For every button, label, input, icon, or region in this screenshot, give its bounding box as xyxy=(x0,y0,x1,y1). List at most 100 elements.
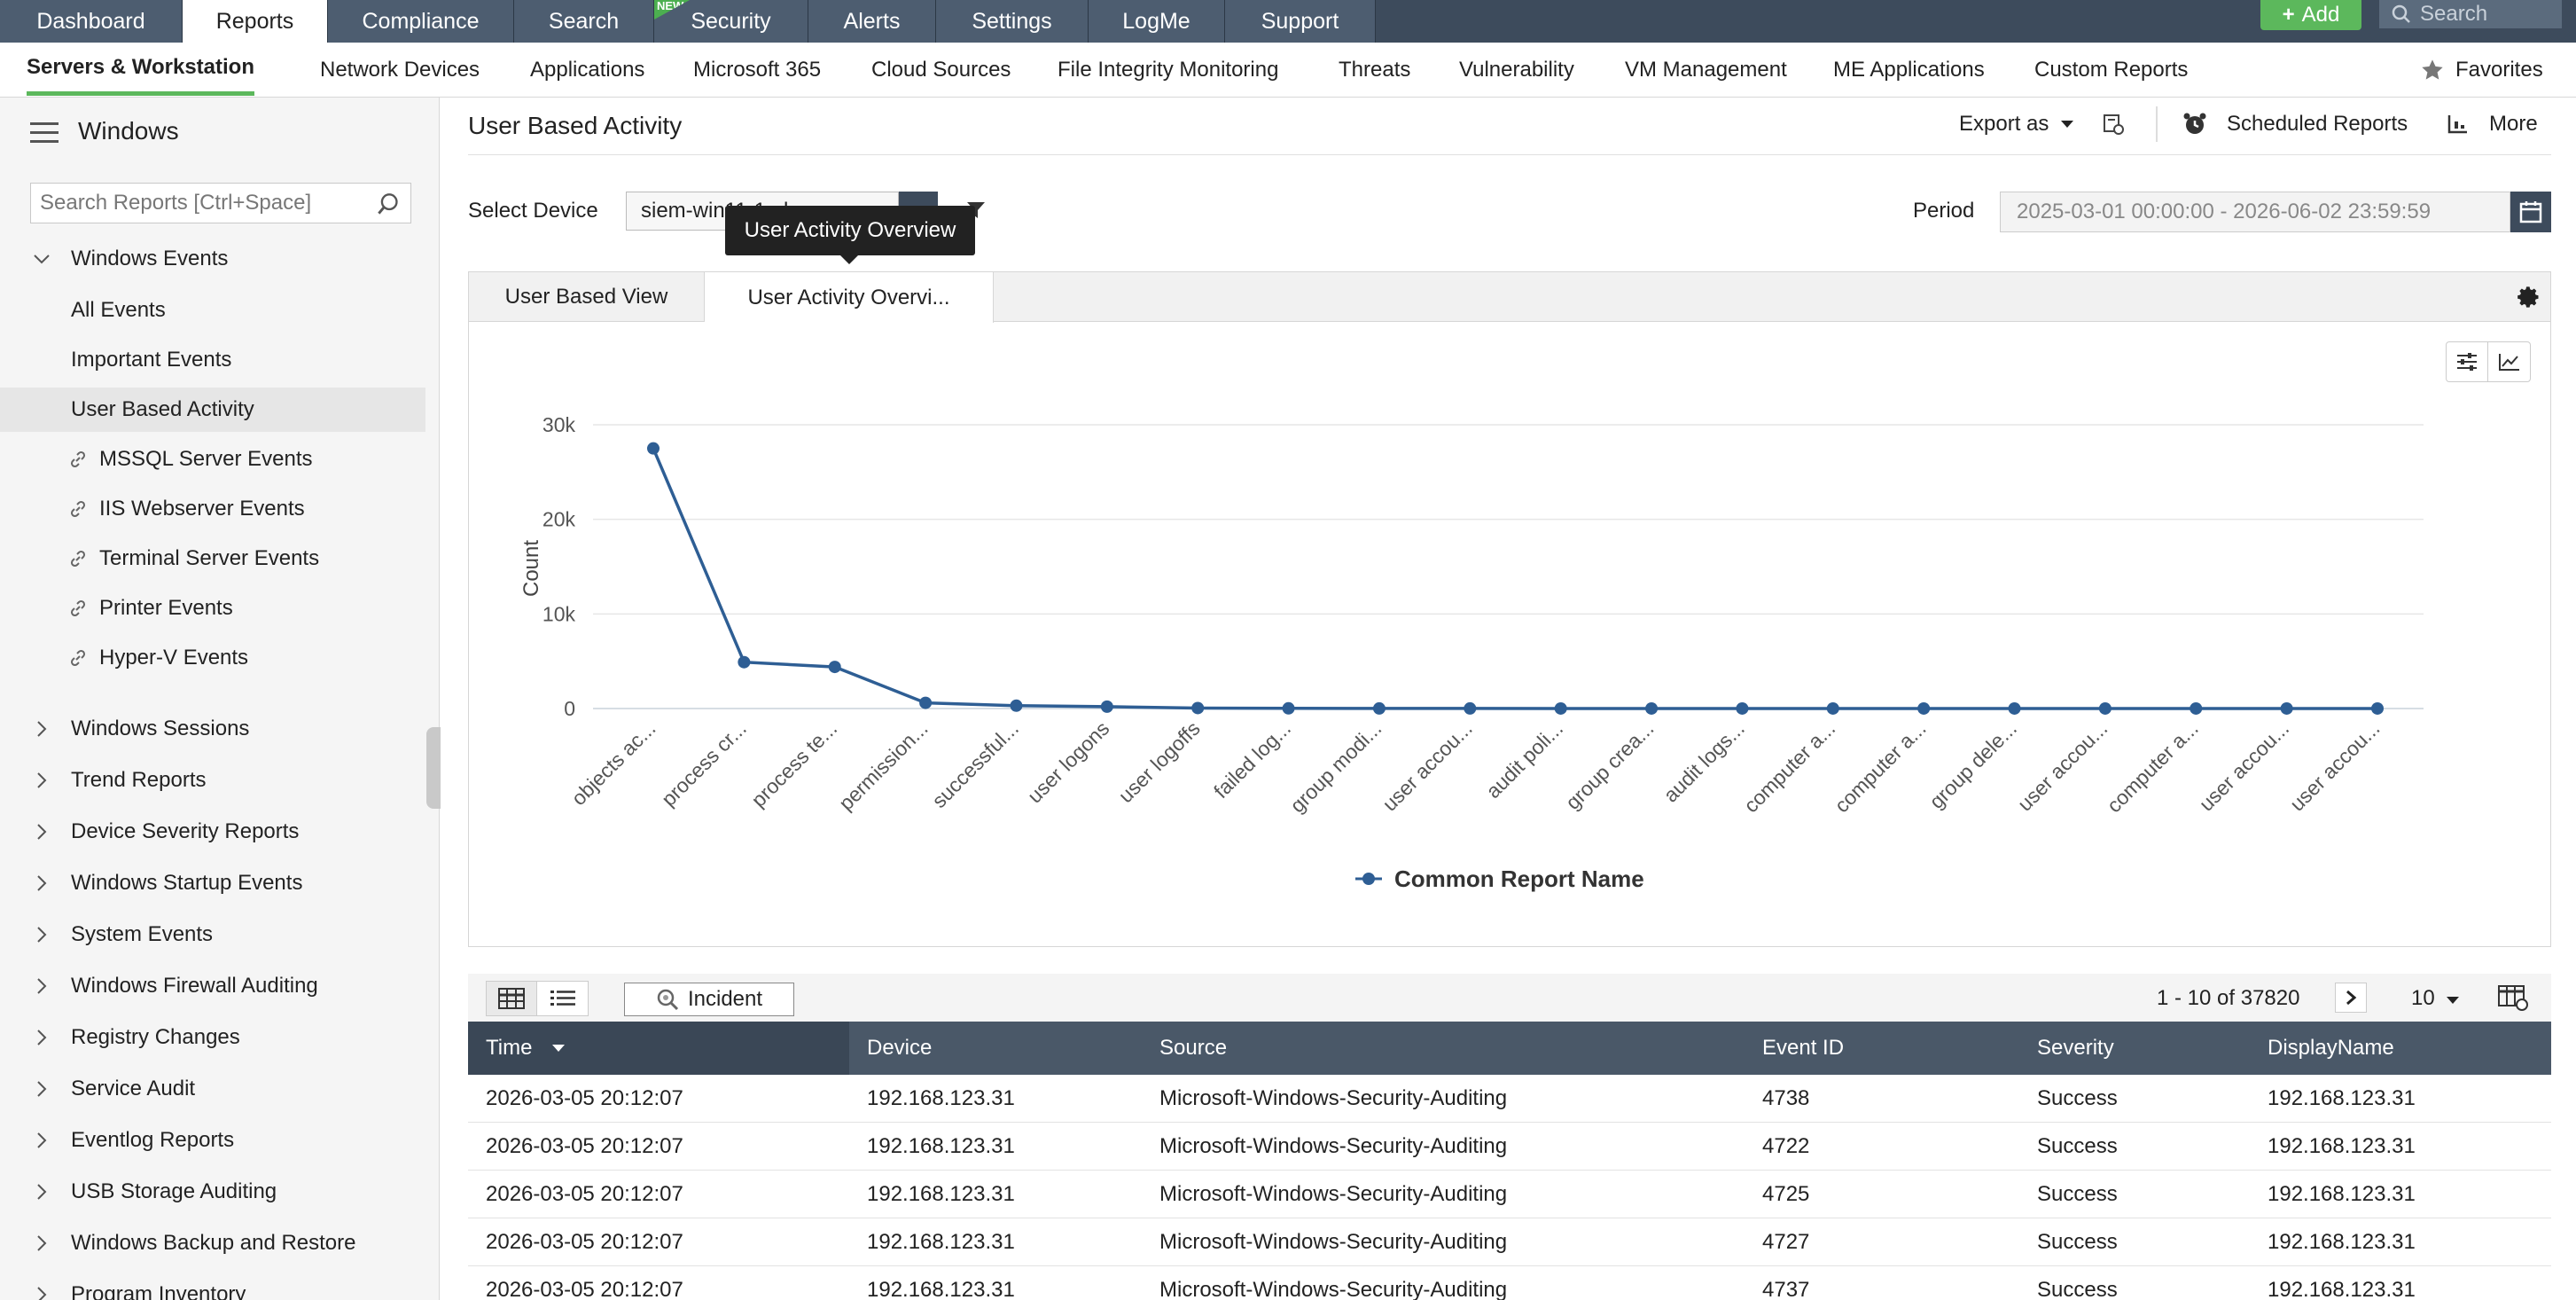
tree-group-windows-backup-and-restore[interactable]: Windows Backup and Restore xyxy=(0,1221,425,1265)
incident-button[interactable]: Incident xyxy=(624,983,794,1016)
report-search-input[interactable]: Search Reports [Ctrl+Space] xyxy=(30,183,411,223)
tree-item-important-events[interactable]: Important Events xyxy=(0,338,425,382)
tree-group-windows-firewall-auditing[interactable]: Windows Firewall Auditing xyxy=(0,964,425,1008)
x-tick-label: user logoffs xyxy=(1114,717,1205,807)
chart-tool-buttons xyxy=(2446,341,2531,382)
x-tick-label: group modi... xyxy=(1285,717,1386,817)
table-row[interactable]: 2026-03-05 20:12:07 192.168.123.31 Microso… xyxy=(468,1171,2551,1218)
subnav-me-applications[interactable]: ME Applications xyxy=(1833,58,1985,82)
scheduled-reports-button[interactable]: Scheduled Reports xyxy=(2182,105,2408,144)
tree-group-service-audit[interactable]: Service Audit xyxy=(0,1067,425,1111)
tree-group-windows-events[interactable]: Windows Events xyxy=(0,237,425,281)
column-header-source[interactable]: Source xyxy=(1159,1036,1228,1060)
legend-label: Common Report Name xyxy=(1394,865,1644,892)
export-button[interactable]: Export as xyxy=(1959,105,2075,144)
tab-compliance[interactable]: Compliance xyxy=(328,0,514,43)
search-icon xyxy=(2392,4,2410,23)
table-row[interactable]: 2026-03-05 20:12:07 192.168.123.31 Microso… xyxy=(468,1218,2551,1266)
table-header: Time Device Source Event ID Severity Dis… xyxy=(468,1022,2551,1075)
tree-group-windows-sessions[interactable]: Windows Sessions xyxy=(0,707,425,751)
data-point xyxy=(919,696,933,709)
page-size-select[interactable]: 10 xyxy=(2411,986,2460,1011)
report-settings-icon[interactable] xyxy=(2101,105,2126,144)
gear-icon[interactable] xyxy=(2517,285,2541,309)
table-view-icon[interactable] xyxy=(487,982,538,1015)
column-header-event-id[interactable]: Event ID xyxy=(1762,1036,1845,1060)
data-point xyxy=(2098,701,2112,715)
legend-marker xyxy=(1362,873,1375,885)
data-point xyxy=(1736,701,1749,715)
tree-group-device-severity-reports[interactable]: Device Severity Reports xyxy=(0,810,425,854)
column-header-displayname[interactable]: DisplayName xyxy=(2268,1036,2394,1060)
next-page-button[interactable] xyxy=(2335,983,2367,1013)
column-header-time[interactable]: Time xyxy=(468,1022,849,1075)
tree-item-label: IIS Webserver Events xyxy=(99,497,305,521)
tab-dashboard[interactable]: Dashboard xyxy=(0,0,183,43)
search-icon[interactable] xyxy=(377,192,400,215)
tab-security[interactable]: NEW Security xyxy=(654,0,808,43)
subnav-file-integrity[interactable]: File Integrity Monitoring xyxy=(1058,58,1279,82)
tree-item-all-events[interactable]: All Events xyxy=(0,288,425,333)
top-search-input[interactable]: Search xyxy=(2379,0,2562,28)
subnav-cloud-sources[interactable]: Cloud Sources xyxy=(871,58,1011,82)
tree-item-printer-events[interactable]: Printer Events xyxy=(0,586,425,630)
column-chooser-icon[interactable] xyxy=(2498,984,2528,1011)
tab-user-based-view[interactable]: User Based View xyxy=(469,272,705,322)
sidebar-collapse-handle[interactable] xyxy=(426,727,441,809)
tab-logme[interactable]: LogMe xyxy=(1089,0,1225,43)
tab-search[interactable]: Search xyxy=(514,0,654,43)
tree-item-mssql-server-events[interactable]: MSSQL Server Events xyxy=(0,437,425,482)
tree-group-eventlog-reports[interactable]: Eventlog Reports xyxy=(0,1118,425,1163)
subnav-vulnerability[interactable]: Vulnerability xyxy=(1459,58,1574,82)
tree-group-trend-reports[interactable]: Trend Reports xyxy=(0,758,425,803)
chart-settings-icon[interactable] xyxy=(2447,342,2489,381)
tree-group-registry-changes[interactable]: Registry Changes xyxy=(0,1015,425,1060)
tab-support[interactable]: Support xyxy=(1225,0,1376,43)
tree-item-label: User Based Activity xyxy=(71,397,254,421)
column-header-device[interactable]: Device xyxy=(867,1036,933,1060)
data-point xyxy=(1010,699,1023,712)
x-tick-label: user logons xyxy=(1023,717,1113,807)
period-input[interactable]: 2025-03-01 00:00:00 - 2026-06-02 23:59:5… xyxy=(2000,192,2510,232)
table-row[interactable]: 2026-03-05 20:12:07 192.168.123.31 Microso… xyxy=(468,1075,2551,1123)
x-tick-label: user accou... xyxy=(2285,717,2385,816)
tree-item-hyper-v-events[interactable]: Hyper-V Events xyxy=(0,636,425,680)
chevron-right-icon xyxy=(32,1233,51,1253)
subnav-vm-management[interactable]: VM Management xyxy=(1625,58,1787,82)
subnav-network-devices[interactable]: Network Devices xyxy=(320,58,480,82)
data-point xyxy=(1191,701,1205,715)
more-button[interactable]: More xyxy=(2447,105,2538,144)
tab-user-activity-overview[interactable]: User Activity Overvi... xyxy=(705,272,994,323)
subnav-servers-workstation[interactable]: Servers & Workstation xyxy=(27,43,254,96)
tab-reports[interactable]: Reports xyxy=(183,0,328,43)
list-view-icon[interactable] xyxy=(537,982,588,1015)
cell-event-id: 4727 xyxy=(1762,1230,1810,1254)
tree-item-iis-webserver-events[interactable]: IIS Webserver Events xyxy=(0,487,425,531)
tree-group-windows-startup-events[interactable]: Windows Startup Events xyxy=(0,861,425,905)
subnav-threats[interactable]: Threats xyxy=(1339,58,1411,82)
column-header-severity[interactable]: Severity xyxy=(2037,1036,2114,1060)
table-row[interactable]: 2026-03-05 20:12:07 192.168.123.31 Microso… xyxy=(468,1123,2551,1171)
hamburger-menu-icon[interactable] xyxy=(30,122,59,144)
tree-group-system-events[interactable]: System Events xyxy=(0,912,425,957)
subnav-applications[interactable]: Applications xyxy=(530,58,645,82)
tree-item-user-based-activity[interactable]: User Based Activity xyxy=(0,388,425,432)
add-button[interactable]: + Add xyxy=(2260,0,2361,30)
plus-icon: + xyxy=(2282,3,2295,27)
subnav-custom-reports[interactable]: Custom Reports xyxy=(2034,58,2189,82)
favorites-button[interactable]: Favorites xyxy=(2420,43,2543,98)
tab-alerts[interactable]: Alerts xyxy=(808,0,936,43)
tree-group-usb-storage-auditing[interactable]: USB Storage Auditing xyxy=(0,1170,425,1214)
calendar-button[interactable] xyxy=(2510,192,2551,232)
tab-settings[interactable]: Settings xyxy=(936,0,1089,43)
tree-group-label: Windows Startup Events xyxy=(71,871,303,895)
pagination-info: 1 - 10 of 37820 xyxy=(2157,986,2300,1010)
y-axis-label: Count xyxy=(519,540,543,597)
subnav-microsoft-365[interactable]: Microsoft 365 xyxy=(693,58,822,82)
table-row[interactable]: 2026-03-05 20:12:07 192.168.123.31 Microso… xyxy=(468,1266,2551,1300)
tree-item-label: All Events xyxy=(71,298,166,322)
tree-group-program-inventory[interactable]: Program Inventory xyxy=(0,1273,425,1300)
tree-item-terminal-server-events[interactable]: Terminal Server Events xyxy=(0,536,425,581)
line-chart: 0 10k 20k 30k Count objects ac...process cr..… xyxy=(519,413,2424,892)
chart-type-icon[interactable] xyxy=(2488,342,2530,381)
